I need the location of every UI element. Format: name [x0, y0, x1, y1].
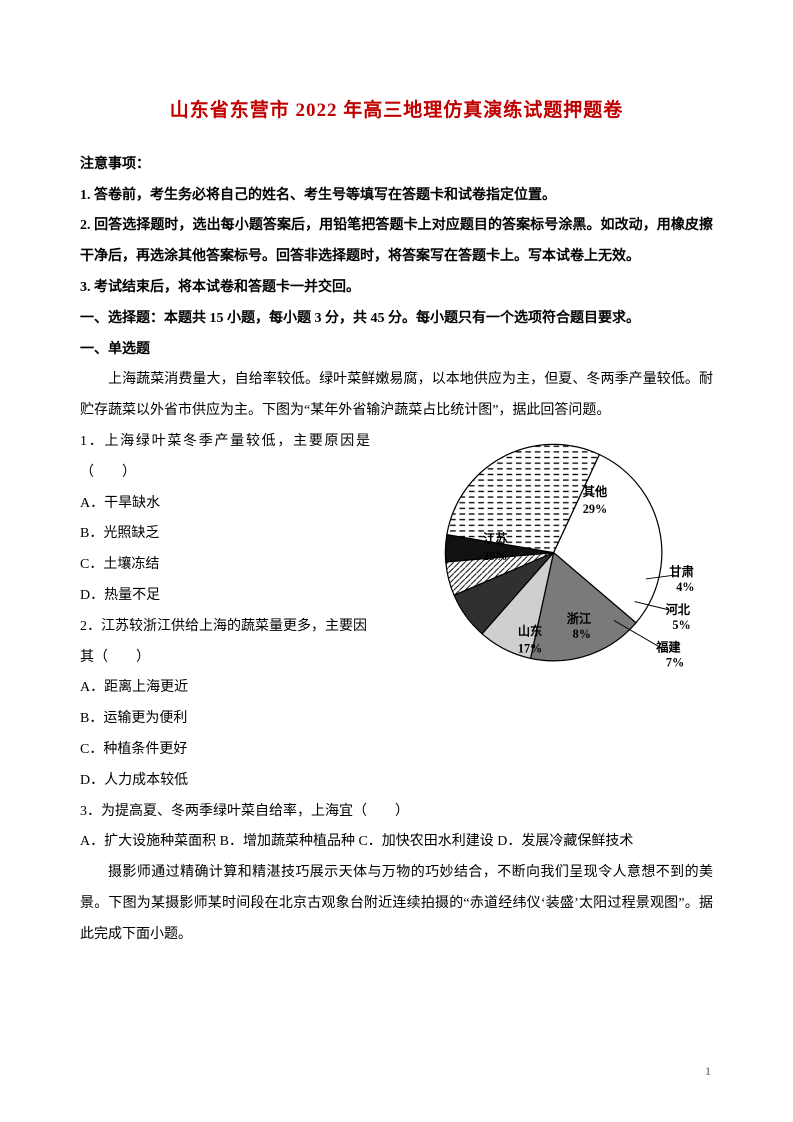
pie-label-pct: 29%	[583, 502, 607, 516]
section-single: 一、单选题	[80, 335, 713, 366]
q1-opt-c: C．土壤冻结	[80, 550, 370, 581]
pie-label-name: 其他	[583, 484, 608, 499]
q2-stem-p1: 2．江苏较浙江供给上海的蔬菜量更多，主要因	[80, 619, 367, 634]
title-text: 山东省东营市 2022 年高三地理仿真演练试题押题卷	[170, 100, 624, 121]
q1-opt-b: B．光照缺乏	[80, 519, 370, 550]
pie-chart-svg: 江苏 29% 山东 17% 浙江8% 福建7% 河北5% 甘肃4% 其他 29%	[403, 417, 723, 707]
pie-label-name: 河北	[666, 602, 691, 617]
pie-label-name: 甘肃	[669, 564, 693, 579]
page-title: 山东省东营市 2022 年高三地理仿真演练试题押题卷	[80, 90, 713, 132]
pie-label-pct: 7%	[666, 655, 684, 669]
q1-opt-a: A．干旱缺水	[80, 489, 370, 520]
section-choice: 一、选择题：本题共 15 小题，每小题 3 分，共 45 分。每小题只有一个选项…	[80, 304, 713, 335]
pie-label-name: 福建	[655, 639, 681, 654]
pie-label-name: 浙江	[567, 611, 591, 626]
pie-label-name: 江苏	[483, 531, 507, 546]
notice-1: 1. 答卷前，考生务必将自己的姓名、考生号等填写在答题卡和试卷指定位置。	[80, 181, 713, 212]
q3-options: A．扩大设施种菜面积 B．增加蔬菜种植品种 C．加快农田水利建设 D．发展冷藏保…	[80, 827, 713, 858]
notice-3: 3. 考试结束后，将本试卷和答题卡一并交回。	[80, 273, 713, 304]
q1-stem: 1．上海绿叶菜冬季产量较低，主要原因是（ ）	[80, 427, 370, 489]
passage-2: 摄影师通过精确计算和精湛技巧展示天体与万物的巧妙结合，不断向我们呈现令人意想不到…	[80, 858, 713, 950]
q2-opt-c: C．种植条件更好	[80, 735, 713, 766]
notice-heading: 注意事项：	[80, 150, 713, 181]
pie-label-pct: 4%	[676, 580, 694, 594]
pie-label-name: 山东	[518, 623, 542, 638]
q1-opt-d: D．热量不足	[80, 581, 370, 612]
pie-label-pct: 17%	[518, 641, 542, 655]
pie-label-pct: 5%	[672, 618, 690, 632]
pie-label-pct: 8%	[573, 627, 591, 641]
q3-stem: 3．为提高夏、冬两季绿叶菜自给率，上海宜（ ）	[80, 797, 713, 828]
q2-stem-p2: 其（ ）	[80, 643, 370, 674]
q-text-column: 1．上海绿叶菜冬季产量较低，主要原因是（ ） A．干旱缺水 B．光照缺乏 C．土…	[80, 427, 370, 673]
q2-stem: 2．江苏较浙江供给上海的蔬菜量更多，主要因	[80, 612, 370, 643]
q2-opt-d: D．人力成本较低	[80, 766, 713, 797]
pie-chart: 江苏 29% 山东 17% 浙江8% 福建7% 河北5% 甘肃4% 其他 29%	[403, 417, 723, 707]
notice-2: 2. 回答选择题时，选出每小题答案后，用铅笔把答题卡上对应题目的答案标号涂黑。如…	[80, 211, 713, 273]
page-number: 1	[705, 1058, 711, 1084]
q2-opt-b: B．运输更为便利	[80, 704, 713, 735]
pie-label-pct: 29%	[483, 549, 507, 563]
q-block-with-chart: 1．上海绿叶菜冬季产量较低，主要原因是（ ） A．干旱缺水 B．光照缺乏 C．土…	[80, 427, 713, 673]
